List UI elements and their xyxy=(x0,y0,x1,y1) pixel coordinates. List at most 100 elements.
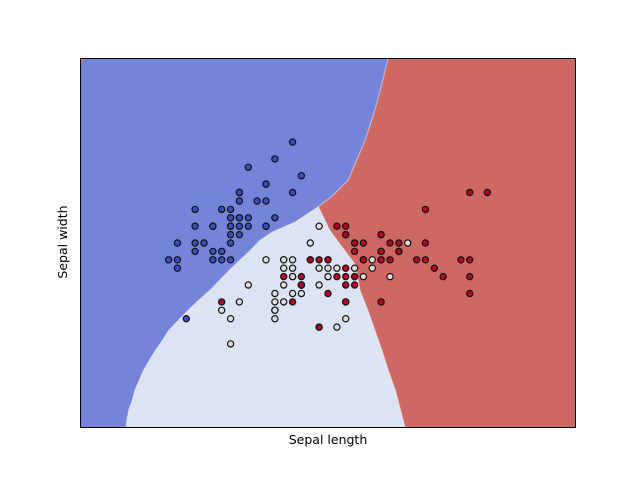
data-point-class-2 xyxy=(466,255,474,264)
data-point-class-1 xyxy=(279,255,288,264)
data-point-class-1 xyxy=(279,297,288,306)
data-point-class-1 xyxy=(244,280,252,289)
data-point-class-1 xyxy=(226,339,235,348)
data-point-class-1 xyxy=(359,272,368,280)
data-point-class-2 xyxy=(412,255,421,264)
data-point-class-1 xyxy=(315,222,323,230)
data-point-class-0 xyxy=(191,205,199,213)
data-point-class-0 xyxy=(164,255,173,264)
data-point-class-1 xyxy=(324,272,332,280)
data-point-class-0 xyxy=(226,238,235,247)
data-point-class-1 xyxy=(288,289,297,297)
data-point-class-2 xyxy=(421,255,430,264)
data-point-class-1 xyxy=(262,255,270,264)
y-axis-label: Sepal width xyxy=(55,205,70,279)
decision-boundary-line xyxy=(317,206,406,428)
data-point-class-2 xyxy=(342,297,350,306)
data-point-class-0 xyxy=(226,255,235,264)
data-point-class-2 xyxy=(297,272,306,280)
data-point-class-1 xyxy=(288,264,297,272)
data-point-class-1 xyxy=(324,264,332,272)
data-point-class-1 xyxy=(271,314,279,322)
data-point-class-2 xyxy=(386,255,394,264)
data-point-class-0 xyxy=(191,238,199,247)
data-point-class-0 xyxy=(217,255,226,264)
data-point-class-2 xyxy=(350,247,359,255)
data-point-class-2 xyxy=(315,322,323,331)
data-point-class-1 xyxy=(368,264,376,272)
data-point-class-2 xyxy=(333,272,341,280)
data-point-class-0 xyxy=(297,171,306,179)
data-point-class-2 xyxy=(377,230,385,238)
data-point-class-0 xyxy=(271,213,279,222)
data-point-class-0 xyxy=(271,154,279,163)
data-point-class-0 xyxy=(200,238,208,247)
data-point-class-0 xyxy=(173,255,182,264)
decision-boundary-line xyxy=(125,205,319,428)
data-point-class-1 xyxy=(333,264,341,272)
data-point-class-0 xyxy=(209,222,217,230)
x-axis-label: Sepal length xyxy=(288,432,368,447)
data-point-class-0 xyxy=(226,213,235,222)
data-point-class-2 xyxy=(466,272,474,280)
data-point-class-2 xyxy=(288,297,297,306)
data-point-class-2 xyxy=(342,230,350,238)
data-point-class-0 xyxy=(226,205,235,213)
decision-region-light xyxy=(126,206,406,428)
data-point-class-0 xyxy=(288,137,297,146)
data-point-class-2 xyxy=(359,238,368,247)
data-point-class-0 xyxy=(191,247,199,255)
data-point-class-0 xyxy=(235,196,244,205)
data-point-class-2 xyxy=(333,222,341,230)
data-point-class-0 xyxy=(262,179,270,188)
data-point-class-2 xyxy=(279,272,288,280)
data-point-class-0 xyxy=(244,222,252,230)
data-point-class-0 xyxy=(244,213,252,222)
data-point-class-2 xyxy=(306,255,314,264)
data-point-class-2 xyxy=(466,289,474,297)
data-point-class-0 xyxy=(262,222,270,230)
data-point-class-1 xyxy=(315,280,323,289)
data-point-class-1 xyxy=(297,289,306,297)
corner-artifact xyxy=(80,58,84,62)
data-point-class-2 xyxy=(466,188,474,196)
data-point-class-0 xyxy=(262,196,270,205)
data-point-class-1 xyxy=(350,264,359,272)
data-point-class-1 xyxy=(306,238,314,247)
data-point-class-0 xyxy=(217,205,226,213)
data-point-class-0 xyxy=(191,222,199,230)
data-point-class-1 xyxy=(271,297,279,306)
data-point-class-0 xyxy=(182,314,191,322)
data-point-class-1 xyxy=(279,264,288,272)
data-point-class-0 xyxy=(244,163,252,171)
data-point-class-2 xyxy=(377,297,385,306)
data-point-class-2 xyxy=(386,238,394,247)
data-point-class-0 xyxy=(235,222,244,230)
data-point-class-2 xyxy=(395,238,403,247)
data-point-class-2 xyxy=(324,289,332,297)
data-point-class-2 xyxy=(457,255,465,264)
data-point-class-0 xyxy=(235,188,244,196)
plot-area xyxy=(80,57,576,428)
data-point-class-2 xyxy=(430,264,438,272)
data-point-class-2 xyxy=(377,255,385,264)
data-point-class-1 xyxy=(315,264,323,272)
data-point-class-1 xyxy=(342,314,350,322)
data-point-class-2 xyxy=(350,272,359,280)
data-point-class-1 xyxy=(271,289,279,297)
data-point-class-1 xyxy=(368,255,376,264)
data-point-class-1 xyxy=(404,238,412,247)
data-point-class-2 xyxy=(483,188,492,196)
data-point-class-0 xyxy=(217,247,226,255)
data-point-class-1 xyxy=(217,306,226,314)
data-point-class-2 xyxy=(439,272,447,280)
data-point-class-2 xyxy=(395,247,403,255)
data-point-class-2 xyxy=(421,238,430,247)
data-point-class-2 xyxy=(350,280,359,289)
data-point-class-2 xyxy=(324,255,332,264)
data-point-class-2 xyxy=(217,297,226,306)
scatter-decision-surface-svg xyxy=(80,57,576,428)
decision-region-red xyxy=(318,57,576,428)
data-point-class-1 xyxy=(333,322,341,331)
